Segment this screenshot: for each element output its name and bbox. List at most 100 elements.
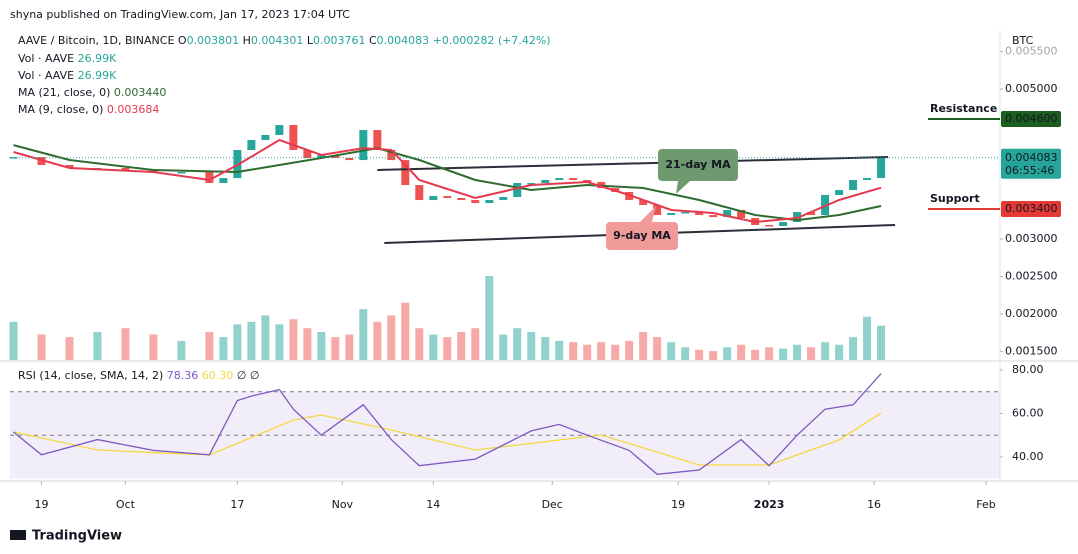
candle-body: [807, 212, 816, 216]
legend-item: 26.99K: [78, 69, 117, 82]
legend-item: L: [307, 34, 314, 47]
y-tick-label: 0.002000: [1005, 307, 1058, 320]
candle-body: [779, 222, 788, 227]
rsi-tick-label: 60.00: [1012, 407, 1044, 420]
volume-bar: [471, 328, 480, 360]
volume-bar: [653, 337, 662, 360]
volume-bar: [863, 316, 872, 360]
volume-bar: [527, 332, 536, 360]
price-tag: [1001, 148, 1061, 179]
rsi-line: [13, 373, 882, 475]
x-tick-label: Oct: [116, 498, 136, 511]
legend-item: O: [178, 34, 187, 47]
x-tick-label: 16: [867, 498, 881, 511]
candle-body: [275, 125, 284, 135]
candle-body: [359, 130, 368, 161]
candle-body: [849, 180, 858, 191]
legend-item: 26.99K: [78, 52, 117, 65]
legend-item: 0.003684: [107, 103, 160, 116]
volume-bar: [765, 347, 774, 360]
callout-pointer: [676, 181, 690, 194]
volume-bar: [849, 337, 858, 360]
volume-bar: [807, 347, 816, 360]
legend-item: 0.003440: [114, 86, 167, 99]
price-countdown: 06:55:46: [1005, 164, 1054, 177]
volume-bar: [709, 351, 718, 360]
legend-item: 0.004083: [377, 34, 433, 47]
legend-item: +0.000282 (+7.42%): [433, 34, 551, 47]
candle-body: [485, 200, 494, 204]
volume-bar: [233, 324, 242, 360]
volume-bar: [275, 324, 284, 360]
legend-item: 60.30: [202, 369, 237, 382]
legend-row: MA (9, close, 0) 0.003684: [18, 103, 159, 116]
legend-row: Vol · AAVE 26.99K: [18, 69, 117, 82]
brand: TradingView: [32, 529, 122, 544]
candle-body: [653, 205, 662, 216]
candle-body: [541, 180, 550, 183]
candle-body: [723, 210, 732, 218]
x-tick-label: Nov: [332, 498, 354, 511]
volume-bar: [541, 337, 550, 360]
candle-body: [219, 178, 228, 183]
candle-body: [247, 140, 256, 150]
candle-body: [317, 155, 326, 159]
volume-bar: [317, 332, 326, 360]
candle-body: [681, 212, 690, 214]
candle-body: [639, 200, 648, 206]
candle-body: [289, 125, 298, 150]
level-text: Resistance: [930, 102, 997, 115]
y-tick-label: 0.002500: [1005, 270, 1058, 283]
legend-row: Vol · AAVE 26.99K: [18, 52, 117, 65]
volume-bar: [625, 340, 634, 360]
volume-bar: [457, 332, 466, 360]
volume-bar: [219, 337, 228, 360]
volume-bar: [443, 337, 452, 360]
volume-bar: [513, 328, 522, 360]
volume-bar: [9, 321, 18, 360]
volume-bar: [415, 328, 424, 360]
volume-bar: [429, 334, 438, 360]
volume-bar: [345, 334, 354, 360]
candle-body: [429, 196, 438, 201]
legend-item: MA (21, close, 0): [18, 86, 114, 99]
legend-item: Vol · AAVE: [18, 69, 78, 82]
candle-body: [457, 198, 466, 201]
volume-bar: [331, 337, 340, 360]
volume-bar: [37, 334, 46, 360]
volume-bar: [149, 334, 158, 360]
candle-body: [695, 212, 704, 216]
published: shyna published on TradingView.com, Jan …: [10, 8, 350, 21]
volume-bar: [821, 342, 830, 360]
candle-body: [373, 130, 382, 150]
legend-row: MA (21, close, 0) 0.003440: [18, 86, 166, 99]
volume-bar: [779, 348, 788, 360]
volume-bar: [793, 344, 802, 360]
candle-body: [387, 150, 396, 161]
candle-body: [569, 178, 578, 180]
legend-item: ∅: [250, 369, 260, 382]
volume-bar: [387, 315, 396, 360]
volume-bar: [639, 332, 648, 360]
candle-body: [499, 197, 508, 201]
volume-bar: [737, 344, 746, 360]
currency: BTC: [1012, 34, 1034, 47]
volume-bar: [555, 340, 564, 360]
candle-body: [863, 178, 872, 180]
volume-bar: [835, 344, 844, 360]
candle-body: [471, 200, 480, 204]
volume-bar: [65, 337, 74, 360]
y-tick-label: 0.003000: [1005, 232, 1058, 245]
volume-bar: [247, 321, 256, 360]
rsi-tick-label: 40.00: [1012, 450, 1044, 463]
volume-bar: [751, 349, 760, 360]
legend-row: RSI (14, close, SMA, 14, 2) 78.36 60.30 …: [18, 369, 259, 382]
candle-body: [205, 172, 214, 183]
legend-item: 0.004301: [251, 34, 307, 47]
legend-item: Vol · AAVE: [18, 52, 78, 65]
legend-item: 78.36: [167, 369, 202, 382]
candle-body: [415, 185, 424, 201]
ma-line: [13, 138, 882, 224]
callout-pointer: [640, 206, 656, 222]
y-tick-label: 0.001500: [1005, 345, 1058, 358]
